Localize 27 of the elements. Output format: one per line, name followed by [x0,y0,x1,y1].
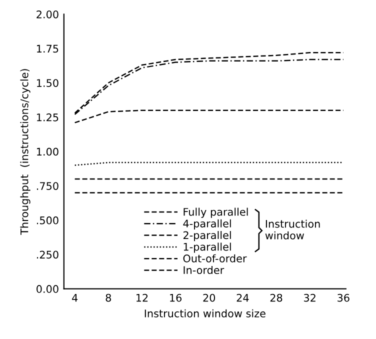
x-tick-label: 28 [270,294,282,302]
legend-label: Fully parallel [184,208,248,218]
x-tick-label: 16 [170,294,182,302]
x-axis-title: Instruction window size [144,309,266,318]
x-tick-label: 24 [236,294,249,302]
y-tick-label: .500 [36,216,58,224]
legend-label: 4-parallel [183,219,231,230]
y-tick-label: .750 [36,182,58,190]
y-tick-label: 1.50 [37,79,58,87]
x-tick-label: 8 [106,294,112,302]
annotation: Instruction window [265,220,320,240]
legend-label: 2-parallel [183,231,231,242]
y-tick-label: 2.00 [36,10,58,18]
y-tick-label: 1.75 [37,44,58,53]
x-tick-label: 36 [338,294,350,302]
y-axis-title: Throughput (instructions/cycle) [20,69,30,235]
x-tick-label: 32 [304,294,316,302]
y-tick-label: .250 [36,250,58,259]
legend-label: In-order [184,266,224,274]
x-tick-label: 20 [203,294,216,302]
y-tick-label: 1.25 [37,113,58,122]
legend-label: 1-parallel [184,242,231,253]
x-tick-label: 12 [136,294,148,302]
legend-label: Out-of-order [183,254,247,262]
y-tick-label: 0.00 [36,285,58,293]
x-tick-label: 4 [72,294,78,302]
y-tick-label: 1.00 [37,148,58,156]
